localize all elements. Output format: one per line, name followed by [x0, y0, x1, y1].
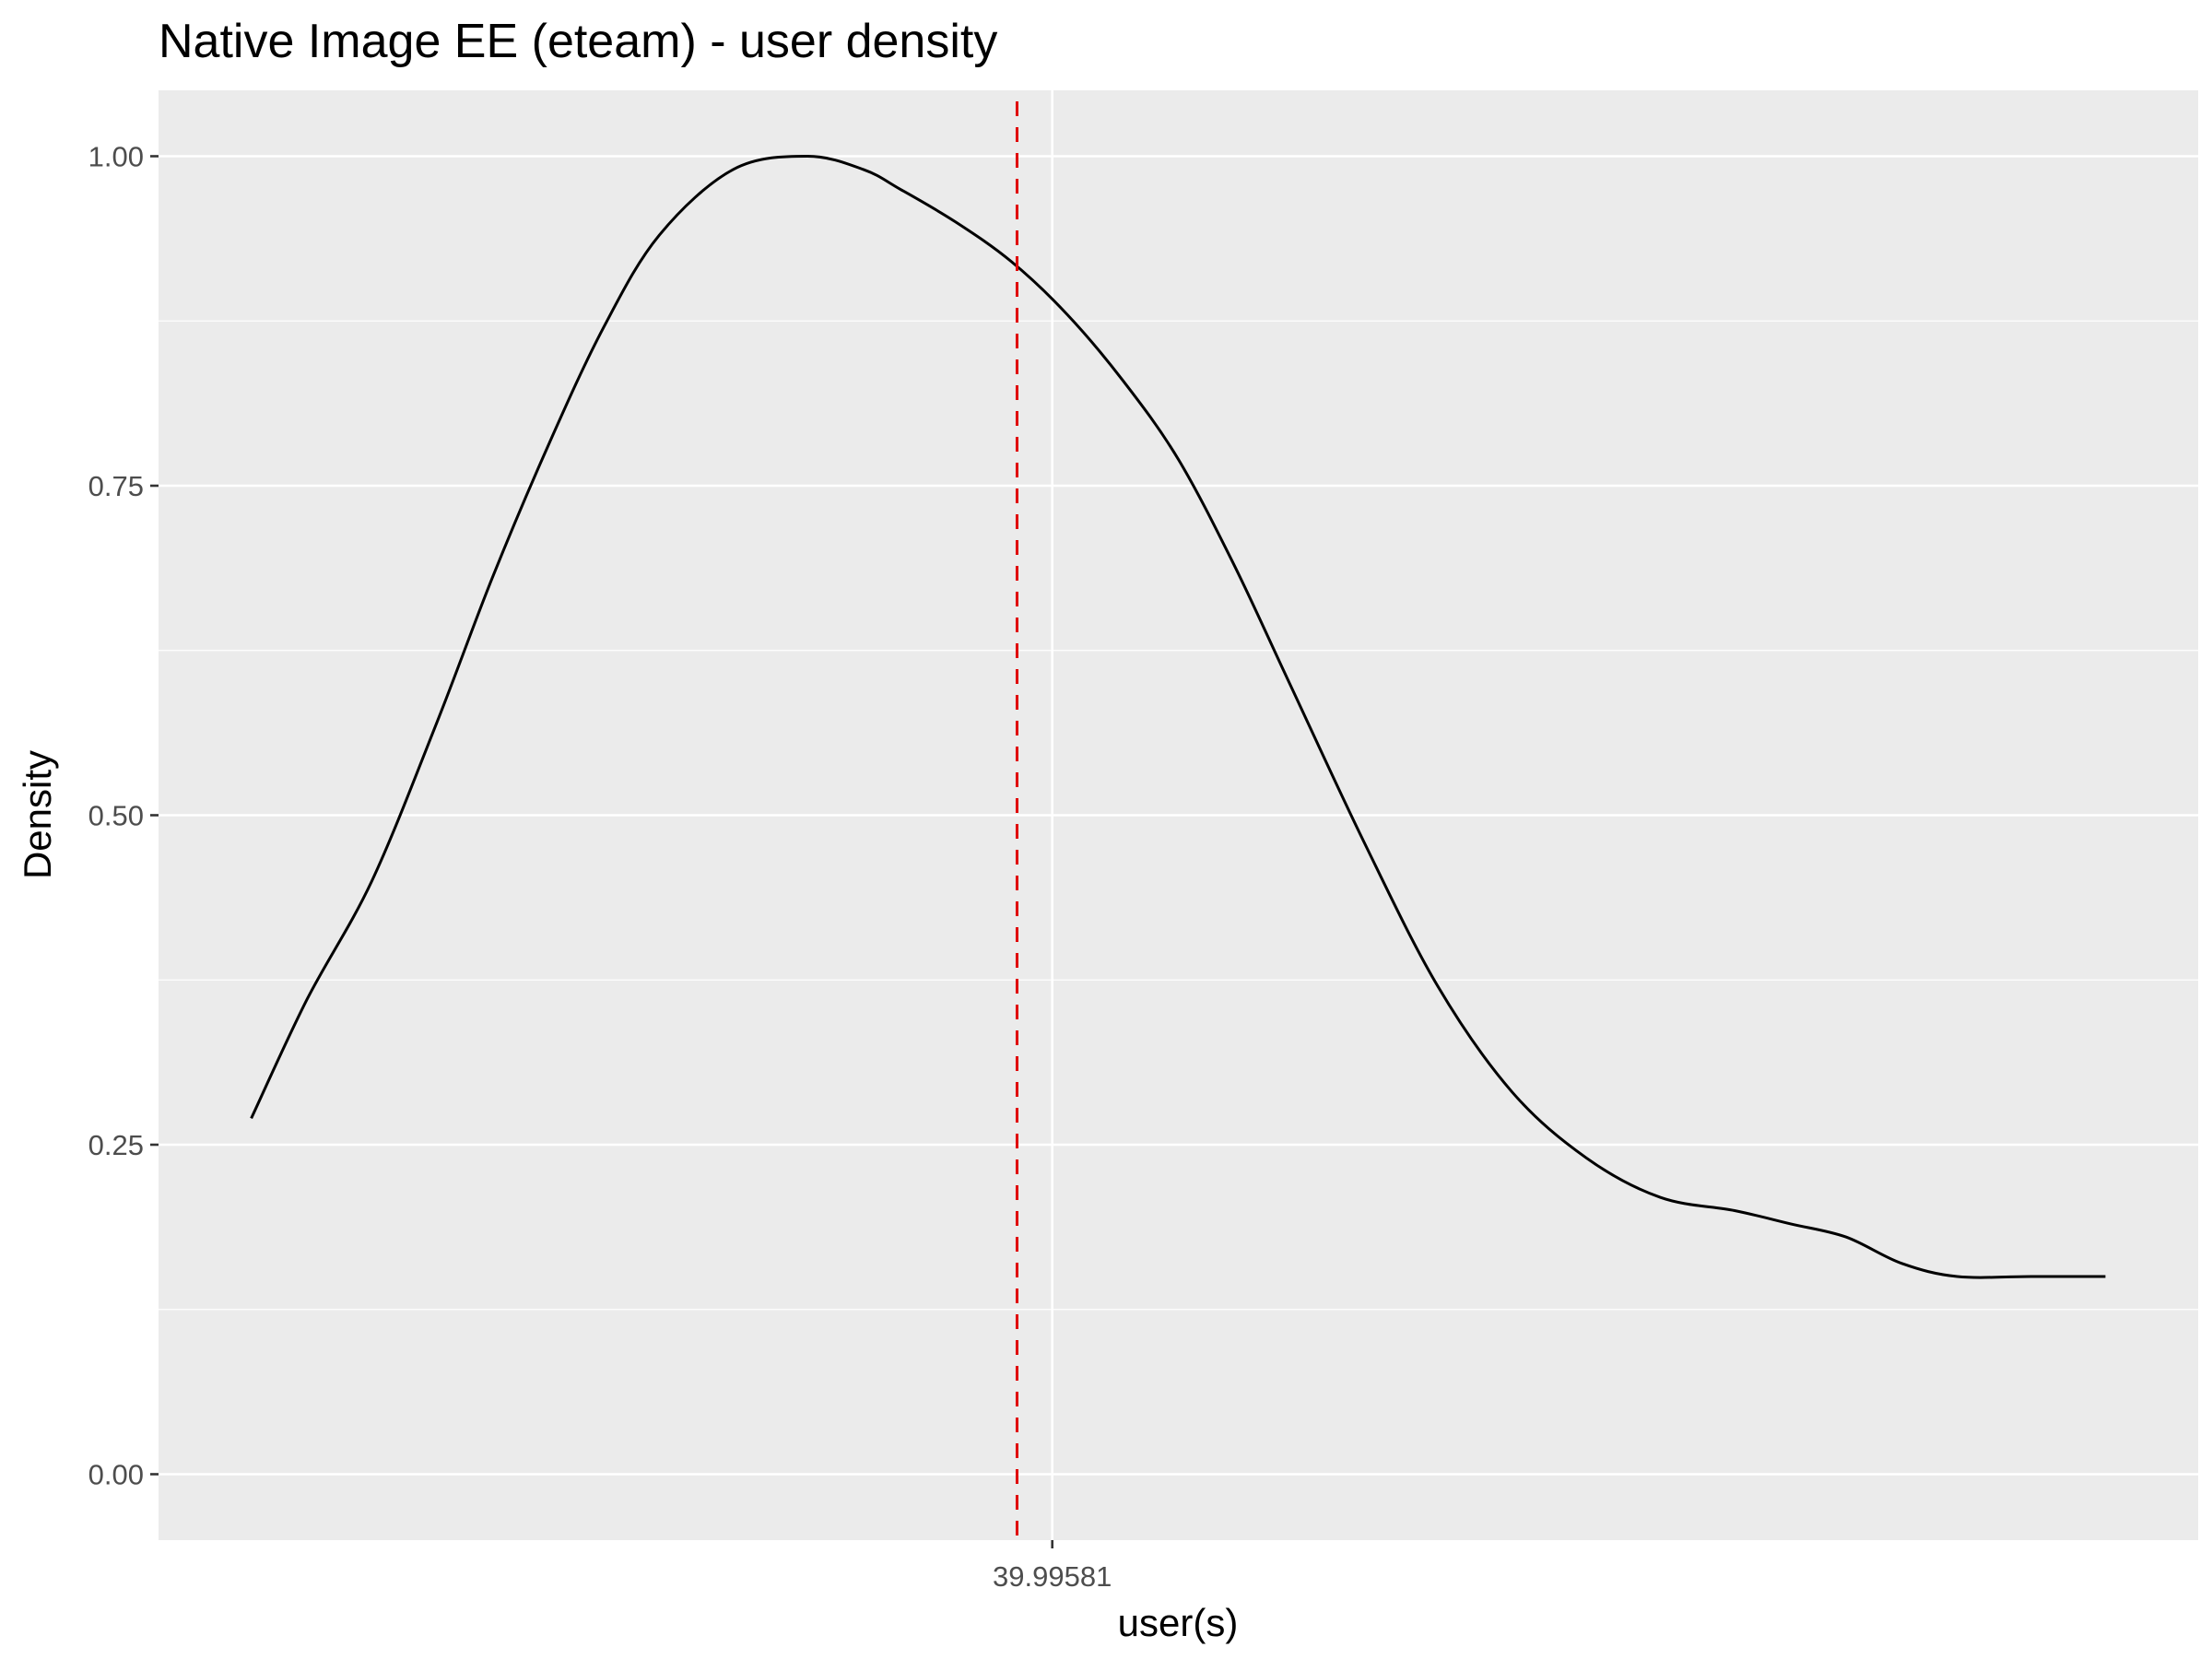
y-tick-label: 0.25: [88, 1129, 144, 1161]
chart-title: Native Image EE (eteam) - user density: [159, 15, 997, 68]
x-tick-label: 39.99581: [993, 1560, 1112, 1593]
grid-lines: [159, 90, 2198, 1540]
y-tick-label: 0.00: [88, 1459, 144, 1491]
x-axis: 39.99581: [993, 1540, 1112, 1593]
y-tick-label: 1.00: [88, 141, 144, 173]
density-line: [250, 154, 2106, 1279]
chart-marks: [250, 101, 2106, 1540]
y-axis: 0.00 0.25 0.50 0.75 1.00: [88, 141, 159, 1491]
y-tick-label: 0.50: [88, 800, 144, 832]
x-axis-title: user(s): [1118, 1601, 1239, 1644]
y-axis-title: Density: [16, 750, 59, 879]
y-tick-label: 0.75: [88, 470, 144, 502]
